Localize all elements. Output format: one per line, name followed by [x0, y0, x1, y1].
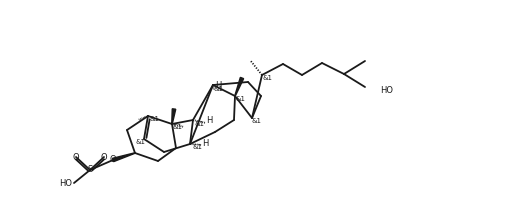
Text: HO: HO: [379, 86, 392, 95]
Text: S: S: [87, 165, 92, 175]
Text: O: O: [110, 156, 116, 165]
Polygon shape: [112, 153, 135, 162]
Text: &1: &1: [136, 139, 146, 145]
Text: H: H: [215, 81, 221, 91]
Text: &1: &1: [251, 118, 262, 124]
Text: &1: &1: [173, 124, 183, 130]
Text: O: O: [73, 152, 79, 162]
Text: &1: &1: [235, 96, 245, 102]
Text: &1: &1: [263, 75, 273, 81]
Text: &1: &1: [194, 121, 205, 127]
Text: HO: HO: [59, 178, 72, 187]
Polygon shape: [234, 77, 243, 96]
Text: H: H: [201, 140, 208, 149]
Text: &1: &1: [149, 116, 160, 122]
Text: &1: &1: [192, 144, 203, 150]
Text: H: H: [206, 116, 212, 125]
Text: O: O: [100, 152, 107, 162]
Text: &1: &1: [214, 86, 224, 92]
Polygon shape: [171, 109, 175, 124]
